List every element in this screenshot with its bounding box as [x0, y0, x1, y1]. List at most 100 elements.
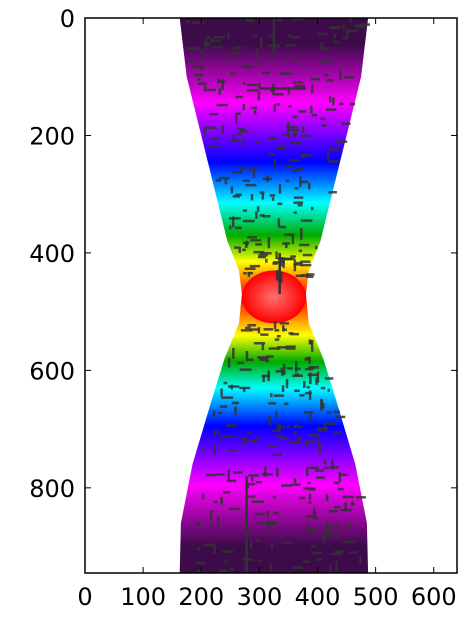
- mask-pixel: [304, 367, 313, 371]
- mask-pixel: [201, 493, 205, 500]
- mask-pixel: [189, 60, 195, 63]
- mask-pixel: [291, 169, 300, 172]
- mask-pixel: [326, 529, 329, 536]
- mask-pixel: [228, 217, 241, 220]
- mask-pixel: [310, 78, 321, 81]
- mask-pixel: [219, 176, 230, 180]
- mask-pixel: [222, 491, 231, 494]
- mask-pixel: [253, 342, 266, 345]
- mask-pixel: [355, 25, 366, 29]
- mask-pixel: [308, 183, 311, 190]
- mask-pixel: [221, 78, 224, 91]
- mask-pixel: [273, 394, 285, 397]
- mask-pixel: [286, 425, 290, 429]
- mask-pixel: [315, 377, 318, 385]
- mask-pixel: [224, 179, 228, 185]
- mask-pixel: [288, 332, 294, 335]
- mask-pixel: [297, 81, 304, 84]
- mask-pixel: [322, 124, 327, 127]
- mask-pixel: [266, 510, 270, 519]
- mask-pixel: [287, 87, 290, 95]
- mask-pixel: [311, 206, 314, 211]
- mask-pixel: [337, 521, 340, 532]
- mask-pixel: [322, 466, 329, 470]
- mask-pixel: [209, 524, 212, 528]
- mask-pixel: [259, 214, 265, 217]
- mask-pixel: [309, 372, 312, 385]
- mask-pixel: [249, 264, 261, 268]
- mask-pixel: [201, 49, 204, 61]
- mask-pixel: [341, 122, 351, 125]
- mask-pixel: [215, 179, 221, 182]
- mask-pixel: [342, 495, 354, 499]
- mask-pixel: [308, 487, 316, 490]
- mask-pixel: [246, 83, 258, 87]
- mask-pixel: [331, 552, 342, 556]
- mask-pixel: [316, 429, 328, 432]
- mask-pixel: [324, 422, 337, 426]
- mask-pixel: [217, 78, 220, 84]
- mask-pixel: [331, 26, 342, 29]
- mask-pixel: [228, 385, 240, 388]
- mask-pixel: [293, 211, 297, 214]
- mask-pixel: [235, 226, 242, 230]
- mask-pixel: [277, 202, 283, 206]
- mask-pixel: [320, 59, 332, 63]
- mask-pixel: [247, 236, 258, 239]
- mask-pixel: [286, 367, 293, 370]
- mask-pixel: [292, 425, 303, 429]
- mask-pixel: [318, 426, 329, 430]
- mask-pixel: [203, 544, 214, 547]
- mask-pixel: [192, 21, 204, 24]
- mask-pixel: [266, 175, 269, 182]
- mask-pixel: [227, 32, 230, 40]
- mask-pixel: [300, 260, 311, 263]
- mask-pixel: [276, 434, 284, 438]
- mask-pixel: [333, 481, 340, 485]
- mask-pixel: [302, 126, 305, 133]
- mask-pixel: [306, 386, 310, 389]
- mask-pixel: [227, 357, 231, 368]
- mask-pixel: [333, 410, 340, 414]
- mask-pixel: [320, 398, 323, 409]
- mask-pixel: [295, 274, 305, 278]
- mask-pixel: [304, 440, 315, 443]
- mask-pixel: [290, 332, 299, 336]
- mask-pixel: [227, 468, 230, 481]
- mask-pixel: [203, 126, 207, 136]
- mask-pixel: [213, 443, 216, 455]
- mask-pixel: [283, 257, 295, 261]
- mask-pixel: [305, 515, 316, 518]
- mask-pixel: [327, 526, 337, 529]
- mask-pixel: [270, 393, 273, 398]
- mask-pixel: [216, 103, 229, 107]
- mask-pixel: [318, 442, 321, 455]
- mask-pixel: [255, 211, 258, 219]
- mask-pixel: [339, 473, 349, 476]
- mask-pixel: [220, 498, 223, 503]
- mask-pixel: [332, 535, 340, 539]
- mask-pixel: [242, 179, 250, 182]
- mask-pixel: [245, 351, 249, 362]
- mask-pixel: [253, 109, 257, 115]
- mask-pixel: [286, 125, 298, 129]
- mask-pixel: [252, 34, 259, 37]
- mask-pixel: [301, 154, 305, 159]
- mask-pixel: [213, 543, 216, 555]
- mask-pixel: [242, 219, 255, 223]
- mask-pixel: [245, 183, 257, 187]
- mask-pixel: [245, 18, 253, 22]
- mask-pixel: [241, 138, 245, 146]
- mask-pixel: [285, 44, 297, 47]
- mask-pixel: [337, 487, 344, 491]
- mask-pixel: [257, 327, 261, 334]
- mask-pixel: [333, 33, 337, 39]
- mask-pixel: [315, 476, 325, 479]
- mask-pixel: [296, 261, 303, 265]
- mask-pixel: [205, 36, 210, 39]
- mask-pixel: [284, 233, 295, 236]
- mask-pixel: [303, 487, 309, 490]
- mask-pixel: [221, 124, 224, 134]
- mask-pixel: [274, 338, 280, 341]
- mask-pixel: [267, 136, 278, 140]
